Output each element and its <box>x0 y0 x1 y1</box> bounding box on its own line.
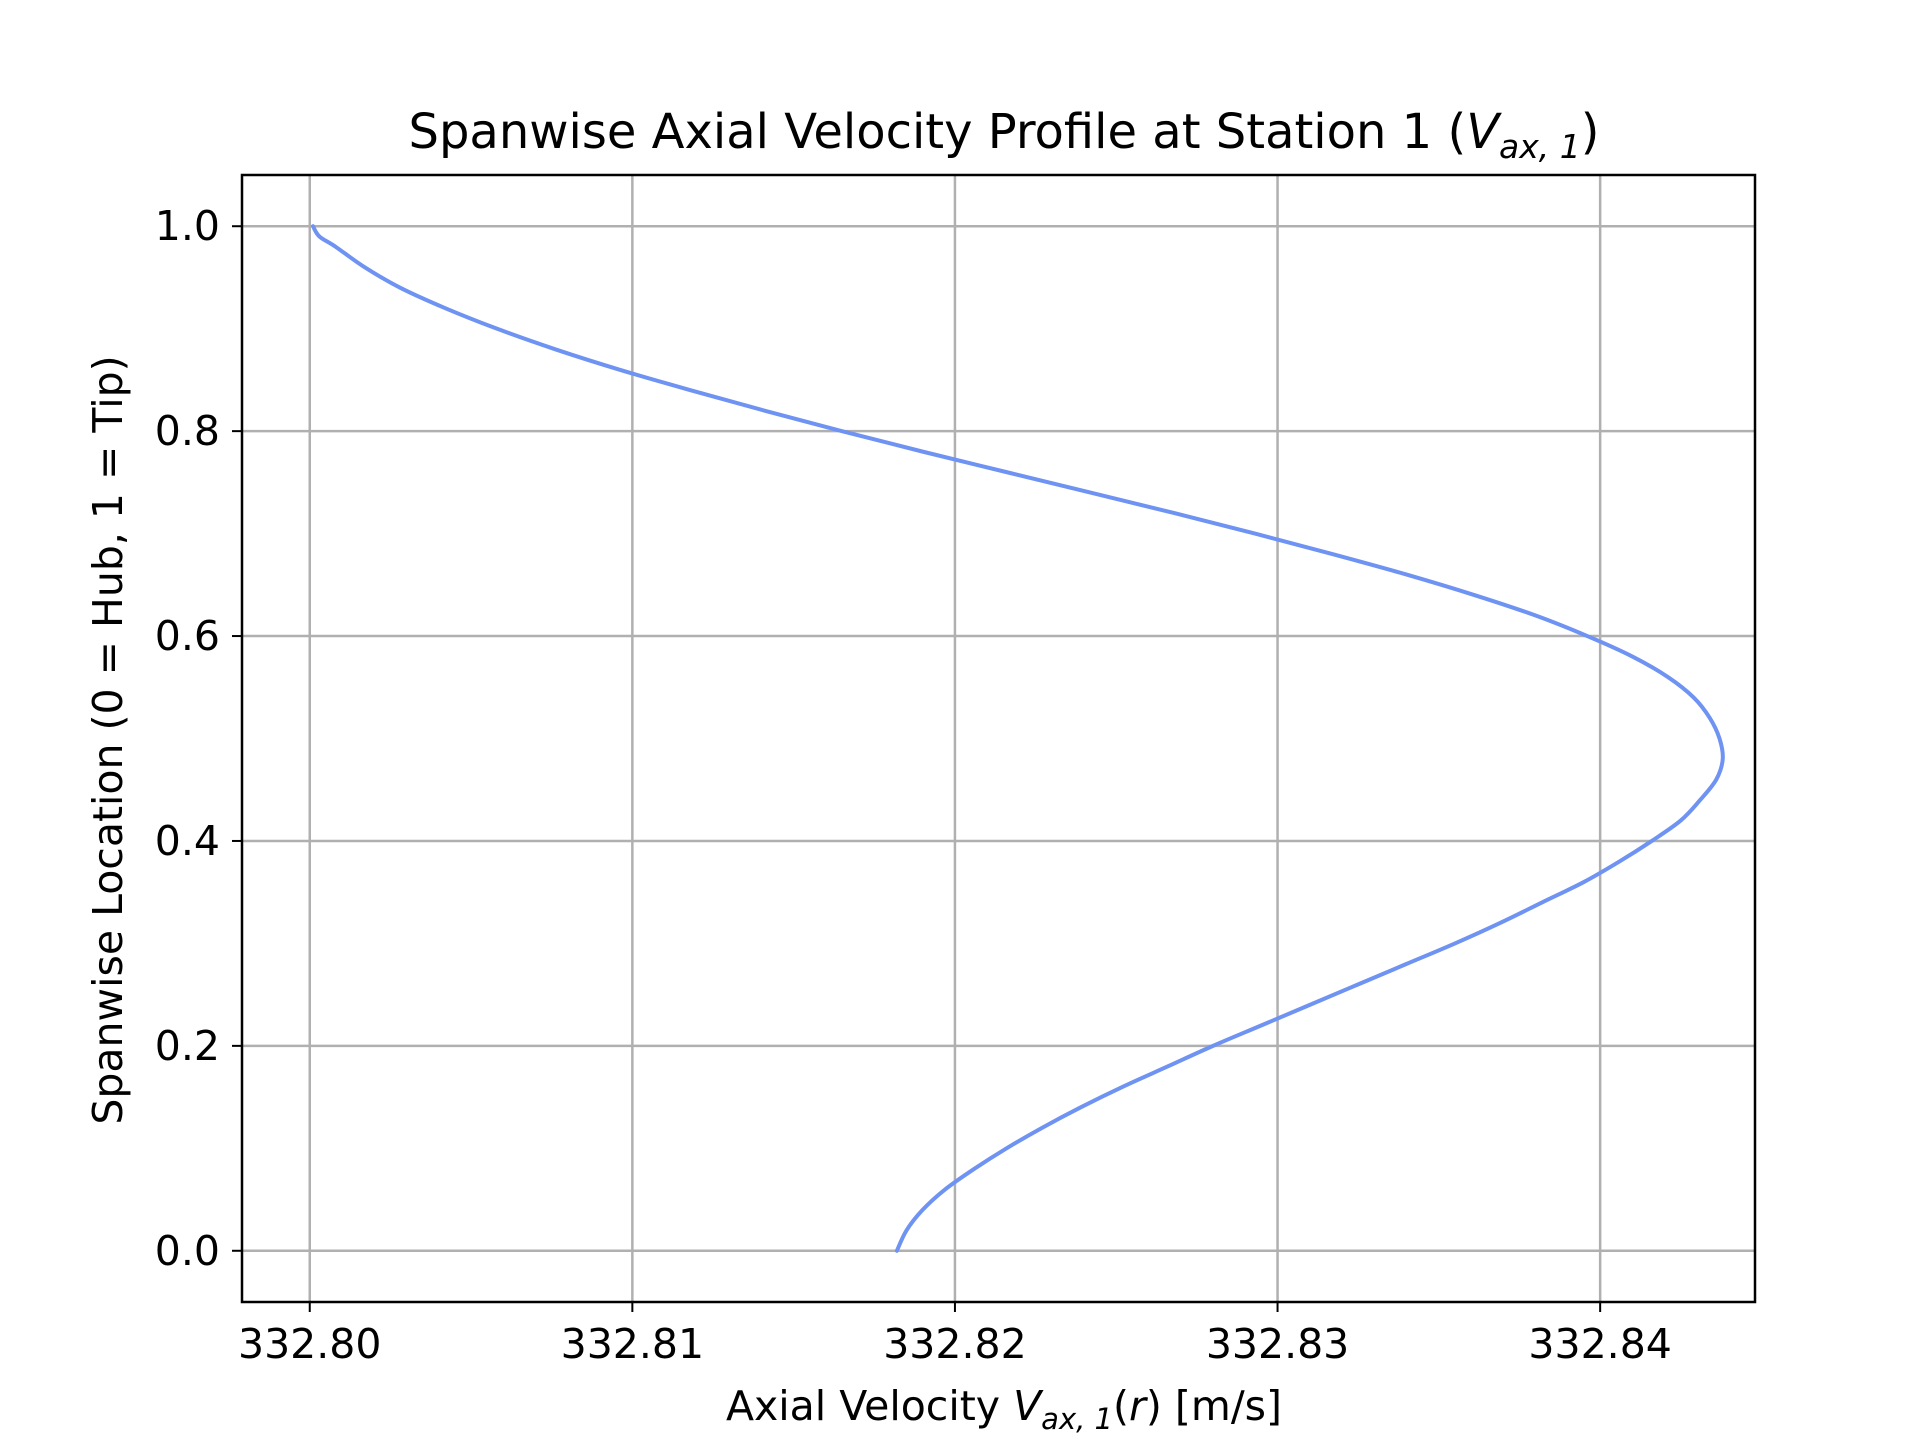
grid <box>242 175 1755 1302</box>
x-label-paren: ( <box>1113 1382 1129 1430</box>
title-variable: V <box>1466 104 1502 160</box>
y-tick-label: 0.6 <box>155 612 220 660</box>
x-tick-label: 332.80 <box>238 1320 381 1368</box>
title-subscript: ax, 1 <box>1499 127 1581 166</box>
chart-title: Spanwise Axial Velocity Profile at Stati… <box>408 104 1599 166</box>
plot-frame <box>240 173 1757 1304</box>
x-tick-label: 332.84 <box>1528 1320 1671 1368</box>
x-tick-label: 332.82 <box>883 1320 1026 1368</box>
y-tick-label: 0.2 <box>155 1022 220 1070</box>
plot-area <box>310 224 1725 1253</box>
axes-ticks: 332.80 332.81 332.82 332.83 332.84 0.0 0.2 0.4 0… <box>155 202 1672 1368</box>
y-tick-label: 0.8 <box>155 407 220 455</box>
x-tick-label: 332.81 <box>561 1320 704 1368</box>
title-close: ) <box>1581 104 1600 160</box>
x-label-argument: r <box>1129 1382 1148 1430</box>
x-tick-label: 332.83 <box>1206 1320 1349 1368</box>
y-tick-label: 0.0 <box>155 1227 220 1275</box>
x-label-variable: V <box>1013 1382 1044 1430</box>
x-label-subscript: ax, 1 <box>1041 1402 1113 1436</box>
x-label-text: Axial Velocity <box>726 1382 1013 1430</box>
y-axis-label: Spanwise Location (0 = Hub, 1 = Tip) <box>84 355 132 1124</box>
y-tick-label: 1.0 <box>155 202 220 250</box>
title-text: Spanwise Axial Velocity Profile at Stati… <box>408 104 1466 160</box>
velocity-profile-line <box>310 224 1725 1253</box>
x-axis-label: Axial Velocity Vax, 1(r) [m/s] <box>726 1382 1282 1436</box>
x-label-unit: ) [m/s] <box>1146 1382 1282 1430</box>
y-tick-label: 0.4 <box>155 817 220 865</box>
